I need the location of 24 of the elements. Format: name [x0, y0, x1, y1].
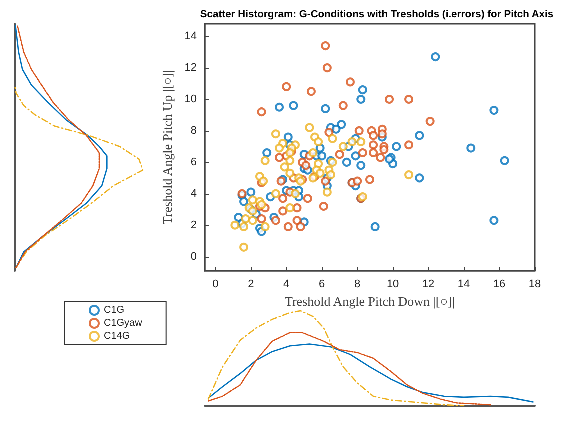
y-tick-label: 6 [190, 156, 197, 168]
y-tick-label: 0 [190, 250, 197, 263]
x-tick-label: 16 [493, 278, 506, 290]
y-tick-label: 8 [190, 124, 197, 137]
x-tick-label: 8 [354, 278, 361, 290]
x-axis-title: Treshold Angle Pitch Down |[○]| [284, 294, 456, 309]
y-tick-label: 12 [184, 62, 197, 74]
chart-title: Scatter Historgram: G-Conditions with Tresholds (i.errors) for Pitch Axis [200, 10, 554, 20]
y-axis-title: Treshold Angle Pitch Up |[○]| [160, 70, 175, 225]
y-tick-label: 2 [190, 219, 197, 232]
x-tick-label: 12 [422, 278, 435, 290]
x-tick-label: 0 [212, 278, 219, 290]
y-tick-label: 10 [184, 94, 197, 106]
x-tick-label: 18 [528, 278, 542, 290]
x-tick-label: 4 [284, 278, 290, 290]
x-tick-label: 10 [386, 278, 400, 290]
legend-label: C1Gyaw [104, 318, 144, 329]
legend-label: C14G [104, 331, 130, 342]
legend-label: C1G [104, 305, 125, 316]
y-tick-label: 14 [184, 30, 197, 43]
x-tick-label: 6 [319, 278, 326, 290]
x-tick-label: 14 [458, 278, 470, 290]
y-tick-label: 4 [190, 188, 197, 200]
x-tick-label: 2 [248, 278, 254, 290]
